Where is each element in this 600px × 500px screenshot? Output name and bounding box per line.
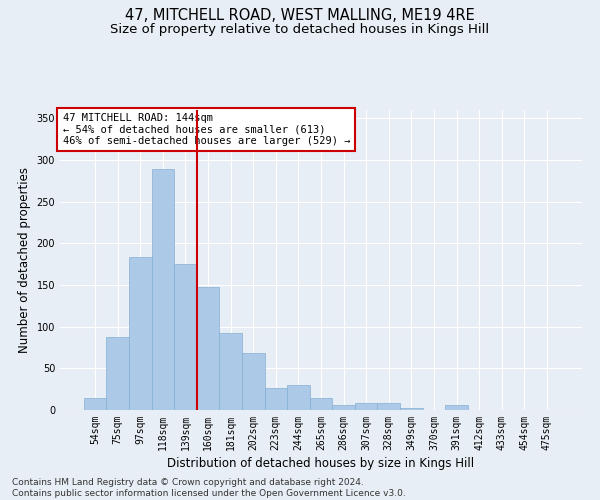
Bar	[197, 286, 220, 410]
Text: 47 MITCHELL ROAD: 144sqm
← 54% of detached houses are smaller (613)
46% of semi-: 47 MITCHELL ROAD: 144sqm ← 54% of detach…	[62, 113, 350, 146]
Bar	[106, 336, 129, 410]
Text: Size of property relative to detached houses in Kings Hill: Size of property relative to detached ho…	[110, 22, 490, 36]
Bar	[265, 388, 287, 410]
Bar	[174, 264, 197, 410]
Text: 47, MITCHELL ROAD, WEST MALLING, ME19 4RE: 47, MITCHELL ROAD, WEST MALLING, ME19 4R…	[125, 8, 475, 22]
Bar	[332, 405, 355, 410]
X-axis label: Distribution of detached houses by size in Kings Hill: Distribution of detached houses by size …	[167, 457, 475, 470]
Y-axis label: Number of detached properties: Number of detached properties	[18, 167, 31, 353]
Bar	[287, 385, 310, 410]
Bar	[400, 408, 422, 410]
Bar	[129, 256, 152, 410]
Bar	[445, 405, 468, 410]
Bar	[152, 169, 174, 410]
Bar	[84, 398, 106, 410]
Bar	[377, 404, 400, 410]
Bar	[310, 398, 332, 410]
Bar	[242, 354, 265, 410]
Bar	[220, 332, 242, 410]
Bar	[355, 404, 377, 410]
Text: Contains HM Land Registry data © Crown copyright and database right 2024.
Contai: Contains HM Land Registry data © Crown c…	[12, 478, 406, 498]
